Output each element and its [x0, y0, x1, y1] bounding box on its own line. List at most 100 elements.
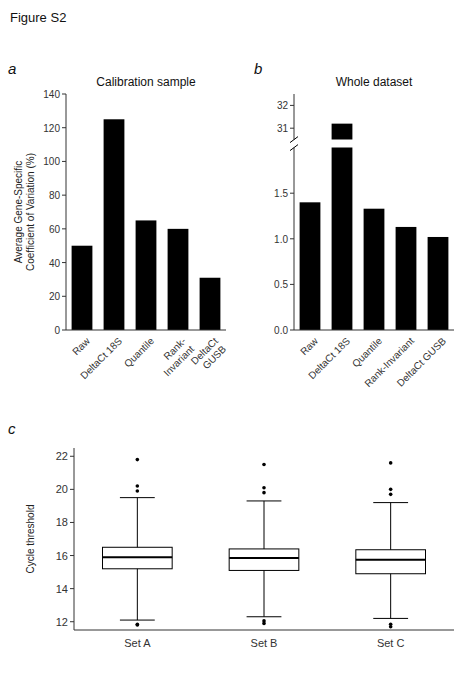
y-tick — [62, 195, 66, 196]
cap-high — [247, 500, 282, 501]
y-tick — [62, 127, 66, 128]
y-tick — [62, 330, 66, 331]
x-axis-line — [294, 330, 454, 331]
whisker-high — [390, 503, 391, 550]
y-axis-line — [294, 94, 295, 140]
whisker-high — [137, 498, 138, 548]
box — [229, 549, 299, 571]
y-tick-label: 80 — [49, 190, 61, 201]
axis-break — [290, 137, 298, 143]
y-tick-label: 0.0 — [274, 325, 288, 336]
x-tick-label: DeltaCtGUSB — [189, 335, 229, 375]
flier — [136, 484, 140, 488]
whisker-low — [137, 569, 138, 620]
x-tick-label: DeltaCt 18S — [78, 335, 124, 381]
x-tick-label: Set C — [377, 637, 405, 649]
x-tick-label: DeltaCt 18S — [306, 335, 352, 381]
figure-title: Figure S2 — [10, 10, 66, 25]
y-tick-label: 140 — [43, 89, 60, 100]
box-group — [103, 458, 173, 627]
y-tick — [62, 94, 66, 95]
y-tick-label: 14 — [56, 583, 68, 595]
box-group — [229, 463, 299, 625]
x-tick-label: Set A — [124, 637, 151, 649]
cap-high — [373, 502, 408, 503]
y-tick-label: 31 — [277, 123, 289, 134]
flier — [262, 486, 266, 490]
flier — [389, 461, 393, 465]
y-tick — [70, 456, 74, 457]
y-axis-label: Cycle threshold — [25, 505, 36, 574]
flier — [262, 619, 266, 623]
y-tick — [62, 161, 66, 162]
y-tick — [290, 193, 294, 194]
panel-label: b — [254, 60, 262, 77]
median — [103, 556, 173, 558]
y-tick-label: 20 — [56, 483, 68, 495]
y-axis-line — [66, 94, 67, 330]
bar — [332, 148, 353, 330]
flier — [136, 458, 140, 462]
y-tick — [70, 522, 74, 523]
flier — [262, 463, 266, 467]
y-tick-label: 16 — [56, 550, 68, 562]
y-tick-label: 18 — [56, 516, 68, 528]
y-axis-label: Average Gene-SpecificCoefficient of Vari… — [13, 153, 36, 271]
y-tick — [70, 489, 74, 490]
median — [229, 557, 299, 559]
x-tick-label: Quantile — [122, 335, 156, 369]
panel-label: c — [8, 420, 16, 437]
y-tick-label: 1.0 — [274, 234, 288, 245]
text-line: DeltaCt GUSB — [395, 335, 449, 389]
bar — [428, 237, 449, 330]
flier — [389, 493, 393, 497]
y-tick-label: 22 — [56, 450, 68, 462]
text-line: Raw — [70, 335, 92, 357]
whisker-low — [390, 574, 391, 619]
x-axis-line — [74, 630, 454, 631]
flier — [389, 622, 393, 626]
y-tick-label: 100 — [43, 156, 60, 167]
y-tick-label: 12 — [56, 616, 68, 628]
bar — [104, 119, 125, 330]
bar — [332, 124, 353, 140]
box — [356, 550, 426, 574]
bars — [72, 119, 221, 330]
boxes — [103, 458, 426, 629]
box-group — [356, 461, 426, 628]
bar — [200, 278, 221, 330]
y-tick — [290, 238, 294, 239]
panel-title: Whole dataset — [336, 75, 413, 89]
bar — [72, 246, 93, 330]
y-tick-label: 0.5 — [274, 279, 288, 290]
y-tick — [290, 105, 294, 106]
figure: Figure S2020406080100120140RawDeltaCt 18… — [0, 0, 474, 684]
bars — [300, 148, 449, 330]
y-tick-label: 40 — [49, 258, 61, 269]
cap-low — [373, 618, 408, 619]
box — [103, 547, 173, 569]
bar — [364, 209, 385, 330]
y-tick — [70, 621, 74, 622]
x-tick-label: Raw — [298, 335, 320, 357]
panel: Set ASet BSet C121416182022Cycle thresho… — [25, 448, 454, 649]
text-line: GUSB — [200, 343, 228, 371]
y-axis-line — [74, 448, 75, 630]
panel: 0.00.51.01.53132RawDeltaCt 18SQuantileRa… — [274, 0, 454, 684]
y-tick — [62, 296, 66, 297]
y-tick — [62, 228, 66, 229]
flier — [389, 488, 393, 492]
y-axis-label-group: Cycle threshold — [25, 505, 36, 574]
bars — [300, 124, 449, 140]
x-axis-line — [66, 330, 226, 331]
cap-low — [120, 620, 155, 621]
y-tick-label: 20 — [49, 291, 61, 302]
whisker-low — [264, 570, 265, 616]
text-line: Quantile — [122, 335, 156, 369]
text-line: DeltaCt 18S — [306, 335, 352, 381]
bar — [396, 227, 417, 330]
y-tick-label: 120 — [43, 123, 60, 134]
median — [356, 559, 426, 561]
cap-low — [247, 616, 282, 617]
bar — [300, 202, 321, 330]
